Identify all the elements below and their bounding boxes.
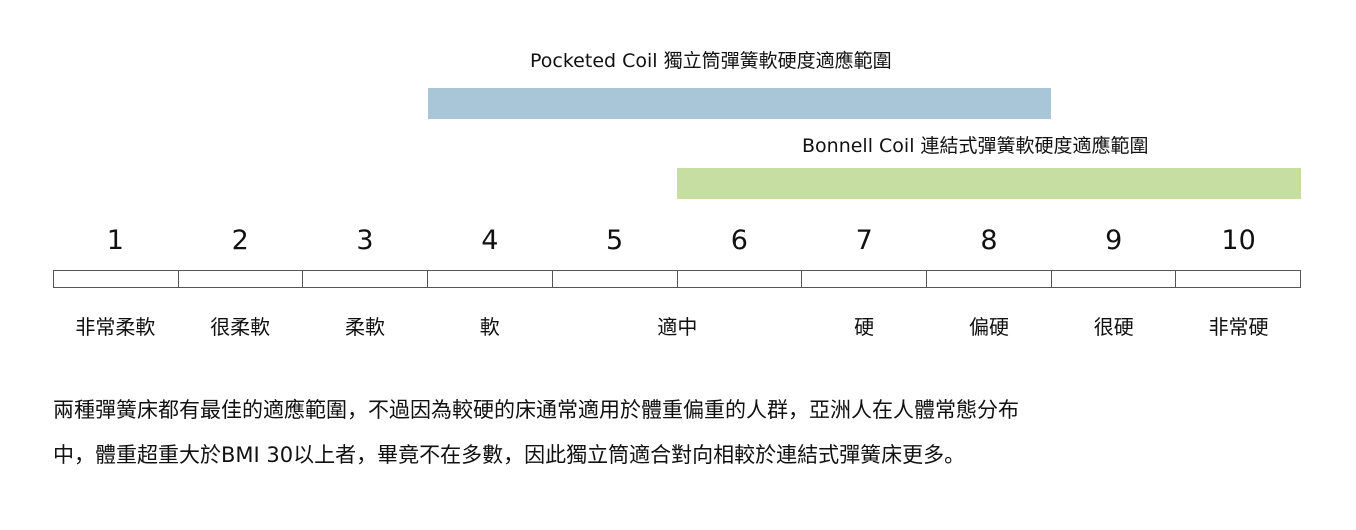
scale-word-very-soft: 非常柔軟 (75, 315, 156, 339)
scale-cell (428, 271, 553, 287)
scale-number-5: 5 (605, 225, 624, 256)
bonnell-coil-range-bar (677, 168, 1301, 199)
scale-word-medium: 適中 (657, 315, 698, 339)
scale-cell (1052, 271, 1177, 287)
pocketed-coil-range-bar (428, 88, 1051, 119)
scale-word-quite-firm: 很硬 (1093, 315, 1134, 339)
scale-cell (927, 271, 1052, 287)
scale-word-firm: 硬 (854, 315, 875, 339)
scale-cell (802, 271, 927, 287)
scale-number-6: 6 (730, 225, 748, 256)
scale-cell (1176, 271, 1300, 287)
scale-number-8: 8 (980, 225, 998, 256)
scale-number-1: 1 (106, 225, 124, 256)
scale-word-slightly-soft: 軟 (479, 315, 500, 339)
scale-number-9: 9 (1105, 225, 1123, 256)
scale-word-quite-soft: 很柔軟 (210, 315, 271, 339)
pocketed-coil-range-label: Pocketed Coil 獨立筒彈簧軟硬度適應範圍 (530, 50, 892, 72)
scale-number-2: 2 (231, 225, 249, 256)
scale-word-very-firm: 非常硬 (1208, 315, 1269, 339)
bonnell-coil-range-label: Bonnell Coil 連結式彈簧軟硬度適應範圍 (802, 135, 1149, 157)
description-line-1: 兩種彈簧床都有最佳的適應範圍，不過因為較硬的床通常適用於體重偏重的人群，亞洲人在… (53, 398, 1019, 422)
scale-word-soft: 柔軟 (344, 315, 385, 339)
scale-cell (678, 271, 803, 287)
description-text: 兩種彈簧床都有最佳的適應範圍，不過因為較硬的床通常適用於體重偏重的人群，亞洲人在… (53, 388, 1323, 478)
scale-number-7: 7 (855, 225, 873, 256)
scale-cell (303, 271, 429, 287)
scale-number-3: 3 (356, 225, 374, 256)
scale-cell (54, 271, 179, 287)
scale-cell (179, 271, 304, 287)
scale-number-4: 4 (481, 225, 499, 256)
firmness-scale-bar (53, 270, 1301, 288)
firmness-scale-numbers: 1 2 3 4 5 6 7 8 9 10 (53, 223, 1301, 259)
firmness-scale-words: 非常柔軟 很柔軟 柔軟 軟 適中 硬 偏硬 很硬 非常硬 (53, 312, 1301, 342)
scale-cell (553, 271, 678, 287)
scale-word-slightly-firm: 偏硬 (968, 315, 1009, 339)
description-line-2: 中，體重超重大於BMI 30以上者，畢竟不在多數，因此獨立筒適合對向相較於連結式… (53, 443, 966, 467)
scale-number-10: 10 (1221, 225, 1256, 256)
